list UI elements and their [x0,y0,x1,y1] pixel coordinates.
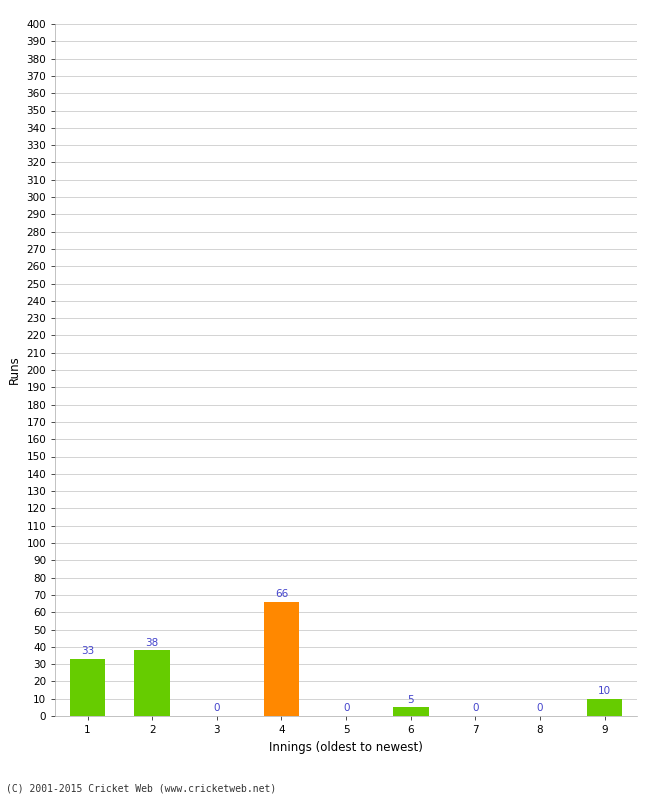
Y-axis label: Runs: Runs [8,356,21,384]
Text: 38: 38 [146,638,159,648]
Text: 0: 0 [214,703,220,714]
Bar [264,602,299,716]
Text: 66: 66 [275,590,288,599]
Text: 10: 10 [598,686,611,696]
Bar [135,650,170,716]
Bar [393,707,428,716]
Bar [70,659,105,716]
Text: (C) 2001-2015 Cricket Web (www.cricketweb.net): (C) 2001-2015 Cricket Web (www.cricketwe… [6,784,277,794]
Text: 5: 5 [408,694,414,705]
X-axis label: Innings (oldest to newest): Innings (oldest to newest) [269,741,423,754]
Bar [587,698,623,716]
Text: 0: 0 [343,703,350,714]
Text: 0: 0 [537,703,543,714]
Text: 33: 33 [81,646,94,656]
Text: 0: 0 [472,703,478,714]
